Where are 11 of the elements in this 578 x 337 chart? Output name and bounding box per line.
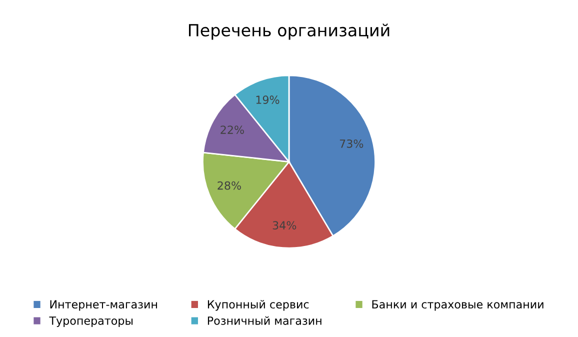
legend-label: Туроператоры bbox=[49, 316, 133, 327]
chart-title: Перечень организаций bbox=[188, 24, 390, 40]
data-label: 34% bbox=[272, 221, 296, 230]
data-label: 28% bbox=[218, 181, 241, 190]
data-label: 73% bbox=[340, 139, 364, 148]
legend-label: Розничный магазин bbox=[208, 316, 322, 325]
legend-label: Купонный сервис bbox=[208, 300, 309, 311]
legend-label: Интернет-магазин bbox=[50, 300, 157, 311]
data-label: 22% bbox=[220, 126, 244, 134]
data-label: 19% bbox=[256, 96, 280, 104]
legend-label: Банки и страховые компании bbox=[372, 300, 544, 311]
